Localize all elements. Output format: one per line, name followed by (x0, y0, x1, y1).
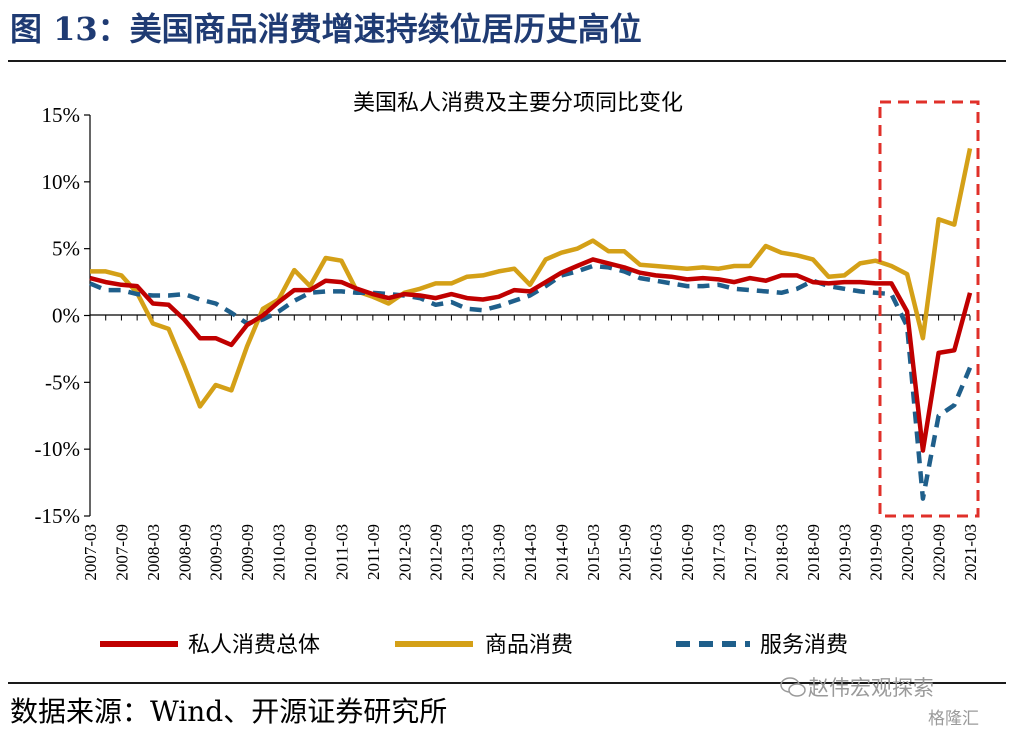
x-tick-label: 2017-09 (741, 524, 760, 581)
x-tick-label: 2015-03 (584, 524, 603, 581)
chart-title: 美国私人消费及主要分项同比变化 (353, 91, 683, 116)
y-tick-label: 15% (42, 103, 81, 127)
legend-label-services: 服务消费 (760, 633, 848, 658)
legend-label-total: 私人消费总体 (188, 633, 320, 658)
highlight-box (878, 100, 980, 518)
x-tick-label: 2010-09 (301, 524, 320, 581)
x-tick-label: 2016-09 (678, 524, 697, 581)
series-layer (89, 147, 973, 501)
series-line-services (89, 263, 973, 501)
x-tick-label: 2017-03 (710, 524, 729, 581)
x-tick-label: 2008-03 (144, 524, 163, 581)
x-tick-label: 2018-09 (804, 524, 823, 581)
x-tick-label: 2008-09 (175, 524, 194, 581)
y-axis-ticks: 15% 10% 5% 0% -5% -10% -15% (35, 103, 90, 528)
x-tick-label: 2020-09 (930, 524, 949, 581)
x-tick-label: 2012-03 (395, 524, 414, 581)
legend-label-goods: 商品消费 (485, 633, 573, 658)
x-tick-label: 2011-03 (332, 524, 351, 580)
wechat-icon (780, 677, 806, 697)
x-tick-label: 2021-03 (961, 524, 980, 581)
x-tick-label: 2011-09 (364, 524, 383, 580)
watermark-text: 赵伟宏观探索 (808, 676, 934, 700)
x-tick-label: 2009-03 (207, 524, 226, 581)
x-axis-ticks: 2007-03 2007-09 2008-03 2008-09 2009-03 2009-… (81, 315, 980, 581)
x-tick-label: 2014-03 (521, 524, 540, 581)
x-tick-label: 2014-09 (552, 524, 571, 581)
x-tick-label: 2013-03 (458, 524, 477, 581)
y-tick-label: -5% (45, 370, 80, 394)
x-tick-label: 2020-03 (898, 524, 917, 581)
figure-title: 图 13：美国商品消费增速持续位居历史高位 (10, 10, 642, 48)
legend: 私人消费总体 商品消费 服务消费 (100, 633, 848, 658)
x-tick-label: 2019-09 (867, 524, 886, 581)
x-tick-label: 2013-09 (490, 524, 509, 581)
watermark-text-secondary: 格隆汇 (928, 709, 979, 729)
source-note: 数据来源：Wind、开源证券研究所 (10, 695, 448, 728)
y-tick-label: 10% (42, 170, 81, 194)
y-tick-label: -10% (35, 437, 81, 461)
y-tick-label: 5% (52, 237, 80, 261)
x-tick-label: 2007-09 (112, 524, 131, 581)
series-line-goods (90, 147, 973, 409)
x-tick-label: 2009-09 (238, 524, 257, 581)
series-line-total (89, 257, 973, 453)
y-tick-label: -15% (35, 504, 81, 528)
x-tick-label: 2019-03 (835, 524, 854, 581)
x-tick-label: 2007-03 (81, 524, 100, 581)
x-tick-label: 2010-03 (270, 524, 289, 581)
x-tick-label: 2018-03 (772, 524, 791, 581)
x-tick-label: 2012-09 (427, 524, 446, 581)
line-chart: 美国私人消费及主要分项同比变化 15% 10% 5% 0% -5% -10% -15% 20… (35, 91, 981, 658)
x-tick-label: 2015-09 (615, 524, 634, 581)
top-divider (8, 60, 1006, 62)
y-tick-label: 0% (52, 304, 80, 328)
x-tick-label: 2016-03 (647, 524, 666, 581)
bottom-divider (8, 682, 1006, 684)
